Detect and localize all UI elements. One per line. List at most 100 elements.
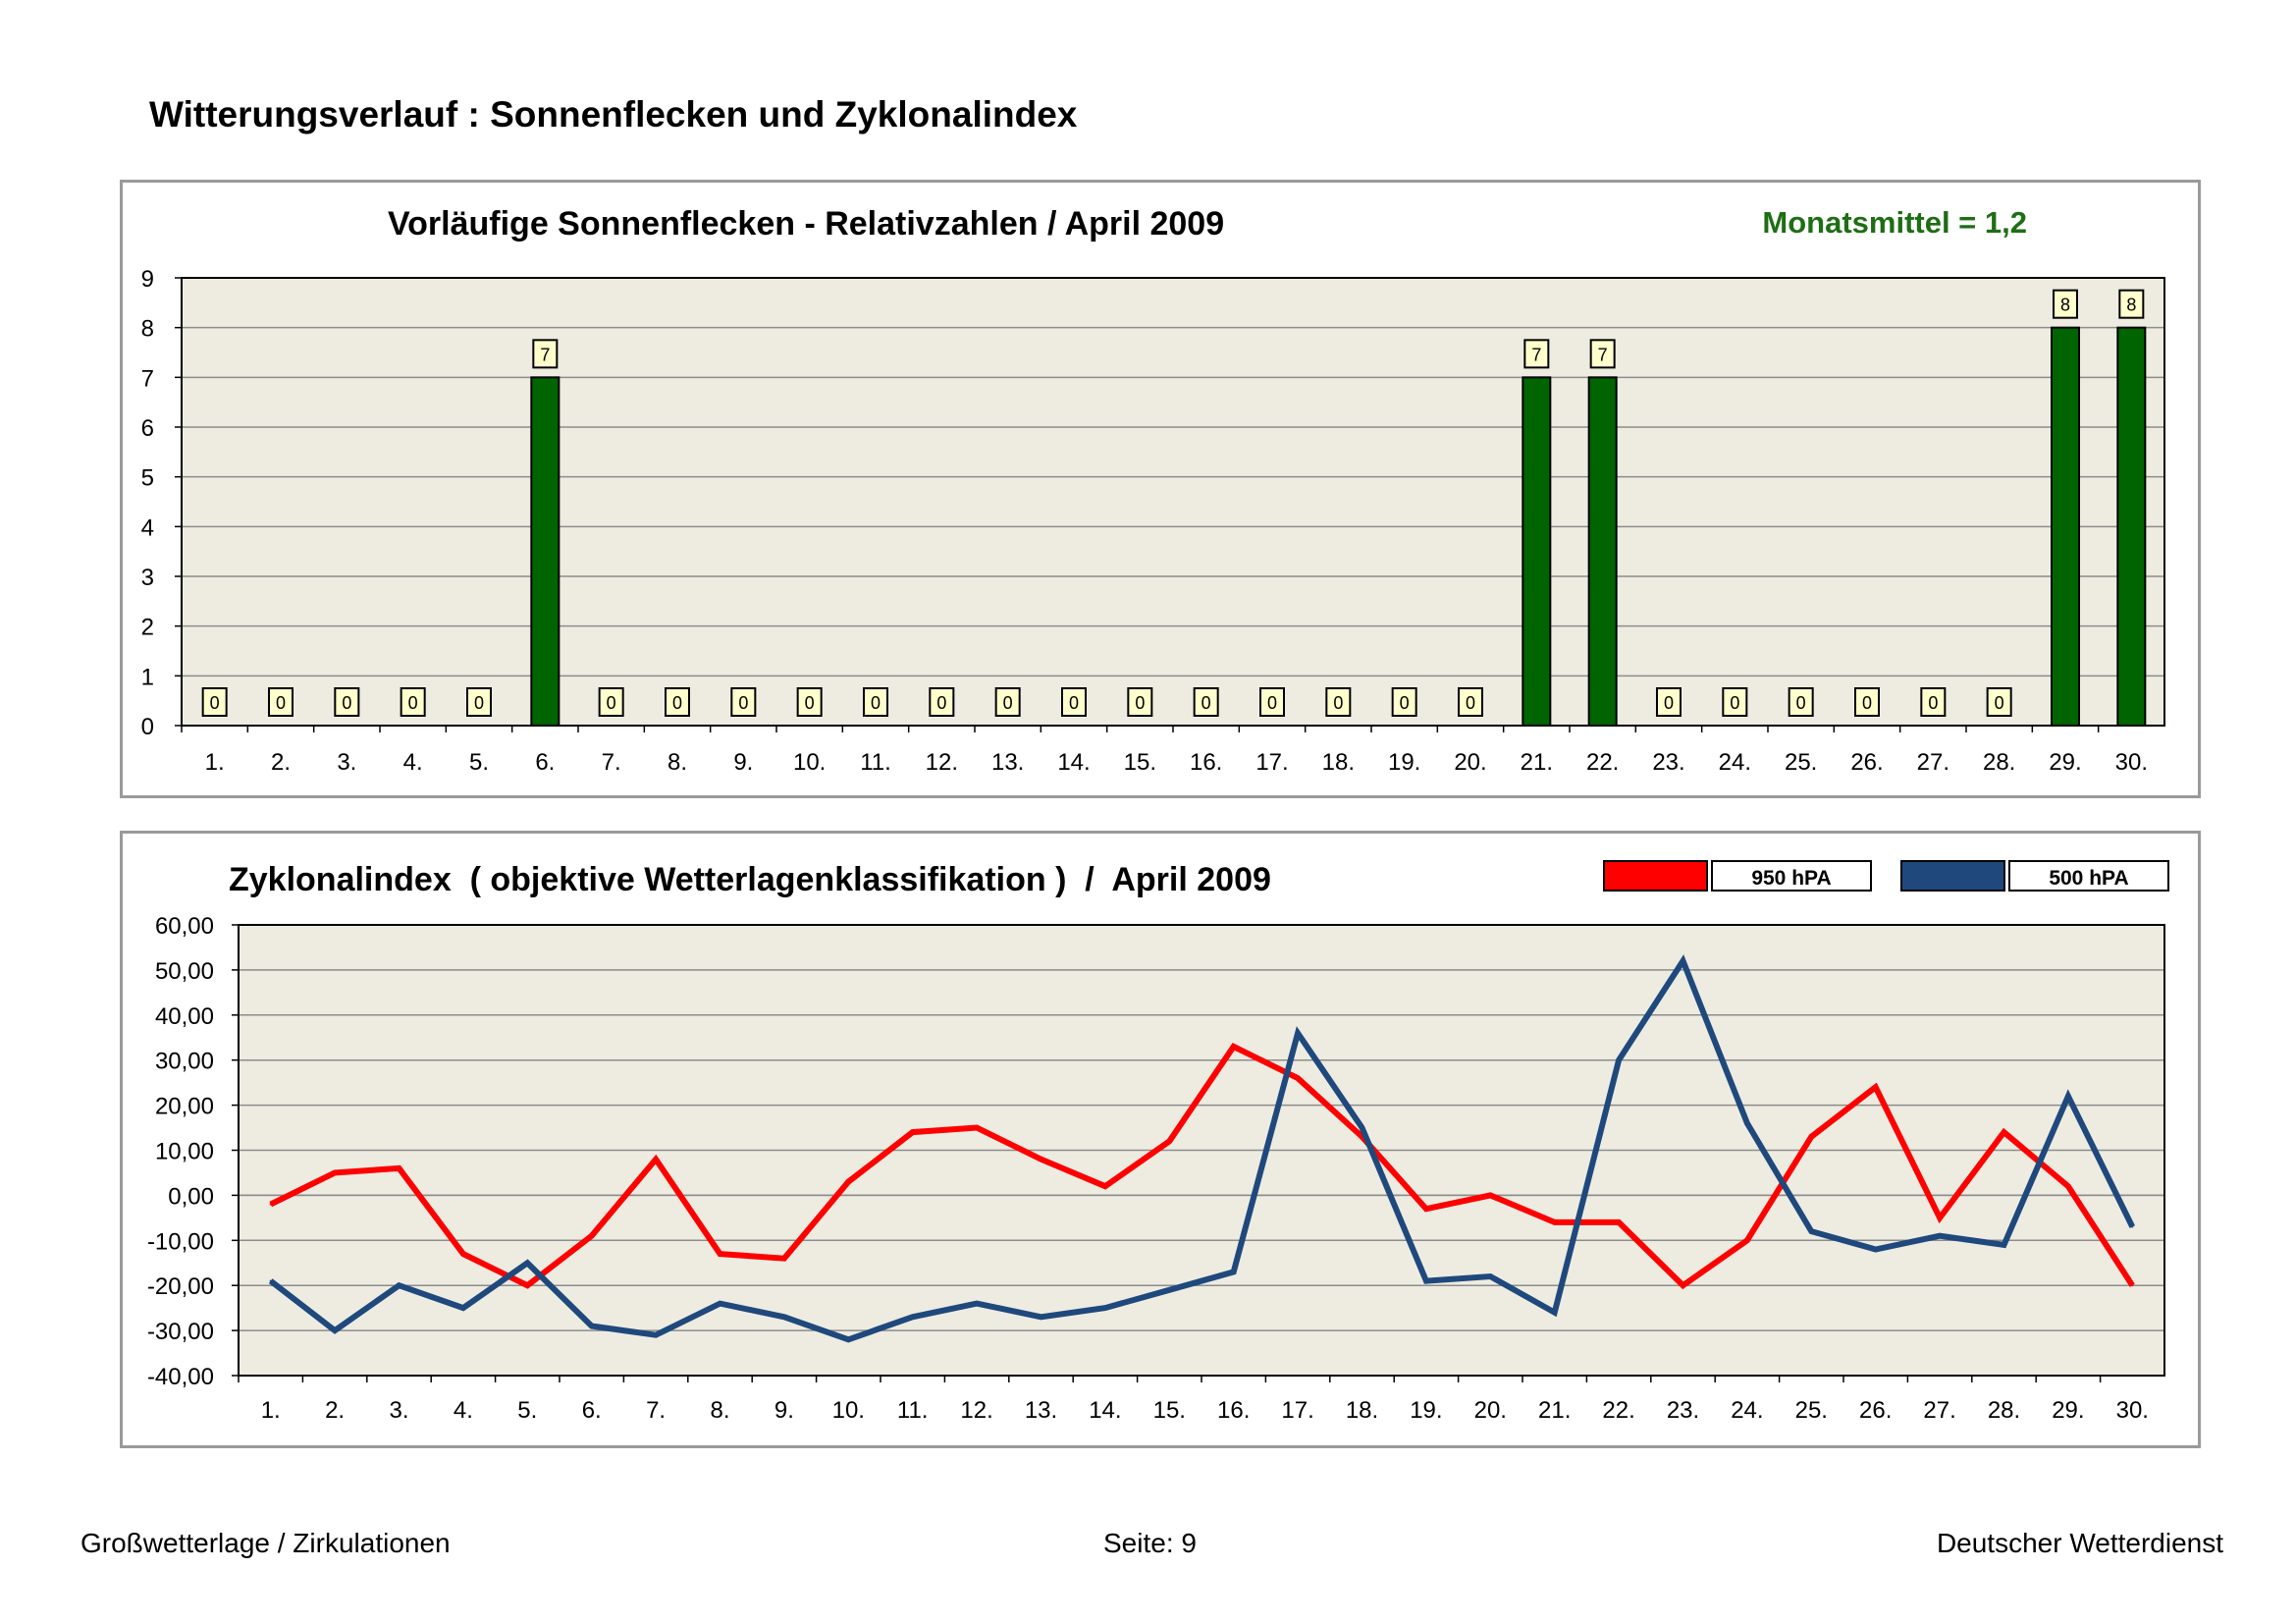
point-500-hpa <box>334 1329 337 1332</box>
data-label: 7 <box>1598 345 1608 364</box>
data-label-box <box>1391 687 1417 717</box>
data-label-box <box>466 687 492 717</box>
x-tick-label: 14. <box>1089 1397 1121 1424</box>
point-500-hpa <box>1424 1279 1427 1282</box>
data-label: 0 <box>1400 693 1410 713</box>
data-label-box <box>1325 687 1352 717</box>
data-label: 0 <box>1796 693 1806 713</box>
point-950-hpa <box>526 1284 529 1287</box>
x-tick-label: 28. <box>1988 1397 2020 1424</box>
data-label-box <box>730 687 757 717</box>
x-tick-label: 2. <box>325 1397 345 1424</box>
point-950-hpa <box>398 1166 400 1169</box>
data-label-box <box>268 687 294 717</box>
x-tick-label: 27. <box>1917 749 1949 776</box>
x-tick-label: 26. <box>1850 749 1883 776</box>
point-950-hpa <box>590 1234 593 1237</box>
x-tick-label: 13. <box>1025 1397 1057 1424</box>
legend-label-box <box>1711 860 1872 892</box>
point-500-hpa <box>2002 1243 2005 1246</box>
bar <box>1522 376 1552 727</box>
point-500-hpa <box>2131 1225 2134 1228</box>
point-950-hpa <box>1297 1077 1300 1080</box>
cyclonal-index-chart-panel: Zyklonalindex ( objektive Wetterlagenkla… <box>120 831 2201 1448</box>
point-500-hpa <box>1361 1126 1363 1129</box>
point-500-hpa <box>1168 1288 1171 1291</box>
point-950-hpa <box>2131 1284 2134 1287</box>
data-label-box <box>1061 687 1087 717</box>
data-label-box <box>1986 687 2012 717</box>
point-500-hpa <box>269 1279 272 1282</box>
x-tick-label: 24. <box>1731 1397 1763 1424</box>
page-title: Witterungsverlauf : Sonnenflecken und Zy… <box>149 94 1078 135</box>
bar <box>2051 326 2080 728</box>
data-label-box <box>1589 339 1616 369</box>
y-tick-label: 4 <box>141 514 154 541</box>
x-tick-label: 25. <box>1795 1397 1828 1424</box>
data-label-box <box>994 687 1021 717</box>
point-950-hpa <box>976 1126 979 1129</box>
x-tick-label: 29. <box>2052 1397 2084 1424</box>
x-tick-label: 22. <box>1602 1397 1634 1424</box>
x-tick-label: 6. <box>582 1397 602 1424</box>
data-label-box <box>400 687 426 717</box>
x-tick-label: 22. <box>1586 749 1619 776</box>
y-tick-label: 50,00 <box>155 958 214 985</box>
data-label: 0 <box>607 693 616 713</box>
point-950-hpa <box>461 1253 464 1256</box>
bar <box>530 376 561 727</box>
point-950-hpa <box>1103 1185 1106 1188</box>
y-tick-label: 60,00 <box>155 913 214 940</box>
x-tick-label: 27. <box>1923 1397 1955 1424</box>
data-label: 0 <box>738 693 748 713</box>
point-950-hpa <box>655 1158 658 1161</box>
y-tick-label: 1 <box>141 664 154 690</box>
point-950-hpa <box>1682 1284 1684 1287</box>
x-tick-label: 23. <box>1652 749 1684 776</box>
x-tick-label: 8. <box>710 1397 729 1424</box>
x-tick-label: 9. <box>733 749 753 776</box>
x-tick-label: 21. <box>1521 749 1553 776</box>
x-tick-label: 17. <box>1281 1397 1313 1424</box>
data-label: 0 <box>1862 693 1872 713</box>
point-500-hpa <box>1232 1271 1235 1273</box>
point-500-hpa <box>847 1338 850 1341</box>
x-tick-label: 19. <box>1388 749 1420 776</box>
x-tick-label: 29. <box>2049 749 2081 776</box>
data-label: 0 <box>1267 693 1277 713</box>
point-500-hpa <box>1939 1234 1942 1237</box>
data-label-box <box>2118 289 2145 319</box>
point-950-hpa <box>1168 1140 1171 1143</box>
point-950-hpa <box>334 1171 337 1174</box>
y-tick-label: 10,00 <box>155 1139 214 1165</box>
point-500-hpa <box>1297 1032 1300 1035</box>
point-500-hpa <box>590 1325 593 1327</box>
x-tick-label: 9. <box>774 1397 794 1424</box>
data-label-box <box>532 339 559 369</box>
y-tick-label: 30,00 <box>155 1049 214 1075</box>
point-950-hpa <box>1939 1217 1942 1219</box>
point-500-hpa <box>1874 1248 1877 1251</box>
data-label: 8 <box>2126 296 2136 315</box>
point-950-hpa <box>2066 1185 2069 1188</box>
x-tick-label: 1. <box>205 749 225 776</box>
x-tick-label: 15. <box>1124 749 1156 776</box>
point-500-hpa <box>976 1302 979 1305</box>
x-tick-label: 8. <box>667 749 687 776</box>
point-950-hpa <box>1232 1045 1235 1048</box>
y-tick-label: 0 <box>141 714 154 740</box>
data-label: 0 <box>342 693 351 713</box>
y-tick-label: 9 <box>141 266 154 293</box>
point-950-hpa <box>269 1203 272 1206</box>
x-tick-label: 18. <box>1322 749 1355 776</box>
data-label-box <box>1127 687 1153 717</box>
series-line-950-hpa <box>269 1043 2135 1290</box>
bar <box>1587 376 1618 727</box>
cyclonal-index-chart: Zyklonalindex ( objektive Wetterlagenkla… <box>147 860 2169 1424</box>
bar <box>2116 326 2147 728</box>
plot-background <box>182 278 2164 726</box>
y-tick-label: 0,00 <box>168 1183 214 1210</box>
x-tick-label: 11. <box>860 749 891 776</box>
data-label: 0 <box>210 693 220 713</box>
x-tick-label: 18. <box>1346 1397 1378 1424</box>
